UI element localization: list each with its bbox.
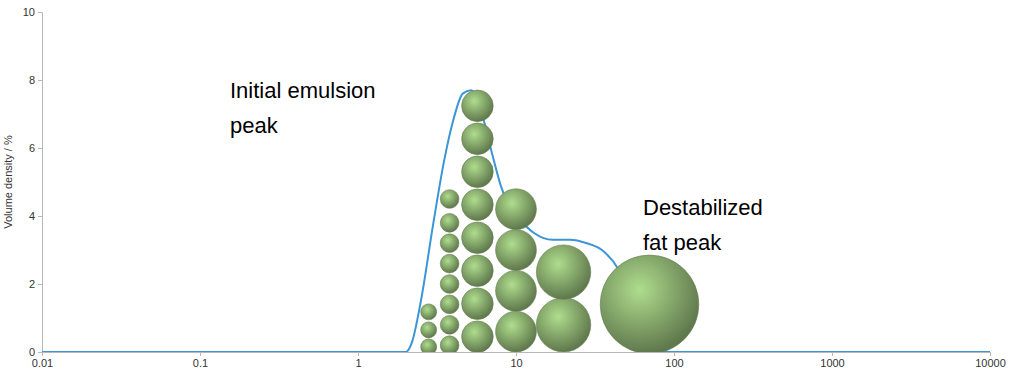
droplets <box>421 90 699 352</box>
x-tick: 1000 <box>820 352 844 369</box>
x-tick-mark <box>832 352 833 356</box>
x-tick-label: 0.1 <box>193 357 208 369</box>
x-tick-mark <box>990 352 991 356</box>
data-area <box>42 90 990 352</box>
x-tick-label: 1000 <box>820 357 844 369</box>
annotation-line: Initial emulsion <box>230 78 376 103</box>
droplet <box>536 245 590 299</box>
x-tick-label: 1 <box>355 357 361 369</box>
x-tick: 0.1 <box>193 352 208 369</box>
droplet <box>600 255 699 352</box>
x-tick-label: 100 <box>665 357 683 369</box>
y-tick: 0 <box>29 346 42 358</box>
annotation-line: peak <box>230 113 279 138</box>
droplet <box>440 336 459 352</box>
y-tick: 6 <box>29 142 42 154</box>
droplet <box>440 295 459 314</box>
y-tick-label: 10 <box>23 6 35 18</box>
droplet <box>440 190 459 209</box>
y-tick-label: 2 <box>29 278 35 290</box>
y-axis-line <box>38 13 43 353</box>
droplet <box>496 189 537 230</box>
x-axis: 0.01 0.1 1 10 100 1000 10000 <box>32 352 1006 369</box>
annotation-line: fat peak <box>643 230 722 255</box>
droplet <box>440 275 459 294</box>
droplet <box>421 304 437 320</box>
x-tick-mark <box>358 352 359 356</box>
annotation-line: Destabilized <box>643 195 763 220</box>
y-tick-label: 4 <box>29 210 35 222</box>
droplet <box>462 255 494 287</box>
droplet <box>496 311 537 352</box>
droplet <box>462 321 494 352</box>
distribution-line <box>42 90 990 352</box>
droplet <box>462 222 494 254</box>
x-tick: 100 <box>665 352 683 369</box>
x-tick: 0.01 <box>32 352 53 369</box>
x-tick: 1 <box>355 352 361 369</box>
y-tick-mark <box>38 284 42 285</box>
y-axis-title: Volume density / % <box>2 135 14 229</box>
droplet <box>421 322 437 338</box>
x-tick-mark <box>674 352 675 356</box>
x-tick-label: 10 <box>510 357 522 369</box>
y-tick: 10 <box>23 6 42 18</box>
droplet <box>462 90 494 122</box>
droplet <box>462 189 494 221</box>
y-tick: 4 <box>29 210 42 222</box>
y-tick-mark <box>38 216 42 217</box>
droplet <box>440 213 459 232</box>
droplet <box>462 156 494 188</box>
droplet <box>440 234 459 253</box>
x-tick: 10 <box>510 352 522 369</box>
y-tick-label: 8 <box>29 74 35 86</box>
droplet <box>496 230 537 271</box>
plot: 0.01 0.1 1 10 100 1000 10000 0 2 4 6 8 10 <box>23 6 1006 369</box>
y-tick-label: 6 <box>29 142 35 154</box>
y-tick-mark <box>38 352 42 353</box>
droplet <box>496 270 537 311</box>
x-tick-label: 0.01 <box>32 357 53 369</box>
droplet <box>440 254 459 273</box>
x-tick-label: 10000 <box>975 357 1006 369</box>
y-axis: 0 2 4 6 8 10 <box>23 6 43 358</box>
x-tick-mark <box>200 352 201 356</box>
x-tick: 10000 <box>975 352 1006 369</box>
droplet <box>536 298 590 352</box>
annotation: Destabilized fat peak <box>643 195 763 255</box>
annotation: Initial emulsion peak <box>230 78 376 138</box>
x-tick-mark <box>516 352 517 356</box>
y-tick-mark <box>38 80 42 81</box>
y-tick: 2 <box>29 278 42 290</box>
y-tick-mark <box>38 148 42 149</box>
y-tick: 8 <box>29 74 42 86</box>
droplet <box>440 315 459 334</box>
x-axis-line <box>43 353 991 357</box>
y-tick-label: 0 <box>29 346 35 358</box>
droplet <box>462 288 494 320</box>
y-tick-mark <box>38 12 42 13</box>
droplet <box>462 123 494 155</box>
droplet <box>421 339 437 352</box>
chart: 0.01 0.1 1 10 100 1000 10000 0 2 4 6 8 10 Volume dens… <box>0 0 1015 377</box>
